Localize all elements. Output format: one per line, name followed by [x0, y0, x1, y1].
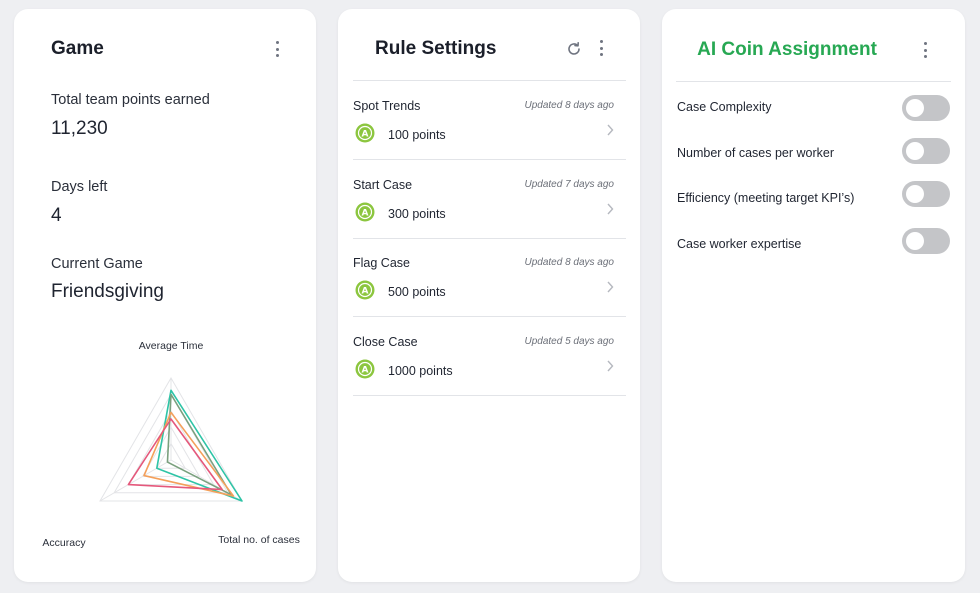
rule-name: Spot Trends: [353, 99, 421, 113]
toggle-knob: [906, 99, 924, 117]
ai-coin-assignment-title: AI Coin Assignment: [697, 39, 877, 60]
radar-grid-ring: [113, 393, 229, 494]
rule-updated: Updated 8 days ago: [524, 100, 614, 111]
rule-points: 300 points: [388, 207, 446, 221]
radar-series-3: [143, 411, 235, 497]
rule-points: 1000 points: [388, 364, 453, 378]
coin-icon: A: [355, 202, 375, 222]
current-game-value: Friendsgiving: [51, 281, 164, 302]
rule-name: Close Case: [353, 335, 418, 349]
refresh-icon[interactable]: [566, 41, 582, 57]
coin-icon: A: [355, 359, 375, 379]
radar-series-2: [166, 393, 233, 496]
case-worker-expertise-toggle[interactable]: [902, 228, 950, 254]
game-card-title: Game: [51, 38, 104, 59]
rule-points: 100 points: [388, 128, 446, 142]
ai-divider: [676, 81, 951, 82]
radar-series-4: [127, 418, 223, 491]
radar-grid-ring: [99, 377, 243, 502]
radar-axis-label: Accuracy: [42, 537, 86, 549]
rule-name: Start Case: [353, 178, 413, 192]
radar-axis-label: Average Time: [139, 340, 204, 352]
radar-spoke: [99, 459, 172, 502]
rule-updated: Updated 8 days ago: [524, 257, 614, 268]
rule-item-spot-trends[interactable]: Spot Trends Updated 8 days ago A 100 poi…: [353, 81, 626, 159]
days-left-value: 4: [51, 205, 62, 226]
chevron-right-icon: [607, 203, 614, 215]
coin-icon: A: [355, 280, 375, 300]
svg-text:A: A: [362, 287, 369, 297]
coin-icon: A: [355, 123, 375, 143]
rule-updated: Updated 5 days ago: [524, 336, 614, 347]
total-points-label: Total team points earned: [51, 92, 210, 108]
rule-item-close-case[interactable]: Close Case Updated 5 days ago A 1000 poi…: [353, 317, 626, 395]
case-worker-expertise-label: Case worker expertise: [677, 237, 802, 251]
ai-coin-assignment-card: AI Coin Assignment Case Complexity Numbe…: [662, 9, 965, 582]
case-complexity-label: Case Complexity: [677, 100, 772, 114]
svg-text:A: A: [362, 130, 369, 140]
toggle-knob: [906, 142, 924, 160]
rules-divider: [353, 159, 626, 160]
radar-axis-label: Total no. of cases: [218, 534, 300, 546]
efficiency-toggle[interactable]: [902, 181, 950, 207]
game-more-options-icon[interactable]: [269, 39, 285, 59]
toggle-knob: [906, 232, 924, 250]
rule-settings-card: Rule Settings Spot Trends Updated 8 days…: [338, 9, 640, 582]
toggle-knob: [906, 185, 924, 203]
rule-item-start-case[interactable]: Start Case Updated 7 days ago A 300 poin…: [353, 160, 626, 238]
cases-per-worker-toggle[interactable]: [902, 138, 950, 164]
cases-per-worker-label: Number of cases per worker: [677, 146, 835, 160]
efficiency-label: Efficiency (meeting target KPI’s): [677, 191, 855, 205]
radar-grid-ring: [141, 426, 201, 477]
rule-points: 500 points: [388, 285, 446, 299]
rule-name: Flag Case: [353, 256, 410, 270]
rules-divider: [353, 238, 626, 239]
ai-more-options-icon[interactable]: [917, 40, 933, 60]
svg-text:A: A: [362, 366, 369, 376]
game-card: Game Total team points earned 11,230 Day…: [14, 9, 316, 582]
rules-divider: [353, 395, 626, 396]
total-points-value: 11,230: [51, 118, 108, 139]
rules-more-options-icon[interactable]: [593, 38, 609, 58]
rule-settings-title: Rule Settings: [375, 38, 497, 59]
rules-divider: [353, 316, 626, 317]
radar-chart: Average Time Total no. of cases Accuracy: [42, 340, 300, 549]
chevron-right-icon: [607, 281, 614, 293]
chevron-right-icon: [607, 124, 614, 136]
current-game-label: Current Game: [51, 256, 143, 272]
radar-grid-ring: [155, 442, 187, 469]
rules-divider: [353, 80, 626, 81]
days-left-label: Days left: [51, 179, 108, 195]
rule-item-flag-case[interactable]: Flag Case Updated 8 days ago A 500 point…: [353, 238, 626, 316]
svg-text:A: A: [362, 209, 369, 219]
rule-updated: Updated 7 days ago: [524, 179, 614, 190]
case-complexity-toggle[interactable]: [902, 95, 950, 121]
chevron-right-icon: [607, 360, 614, 372]
